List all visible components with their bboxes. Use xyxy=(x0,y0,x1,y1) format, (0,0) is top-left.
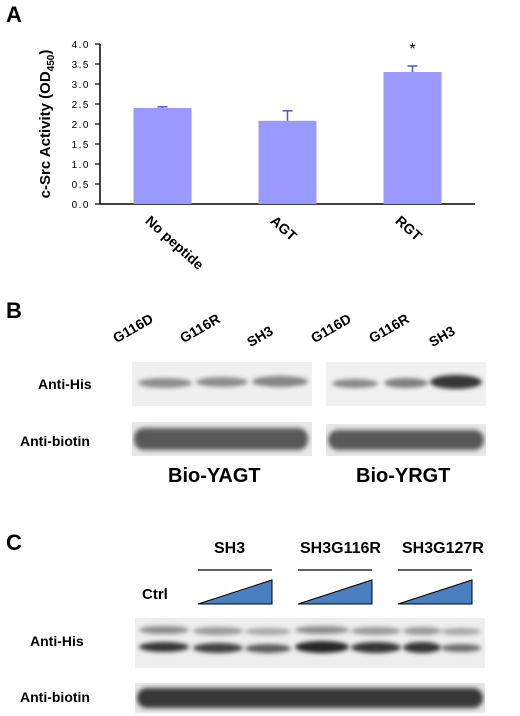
y-tick-label: 2.5 xyxy=(72,100,90,111)
group-label-sh3g127r: SH3G127R xyxy=(402,540,484,557)
blot-anti-biotin-yagt xyxy=(132,422,312,456)
panel-b-label: B xyxy=(6,298,22,323)
dose-wedge-sh3g127r xyxy=(397,579,473,605)
blot-anti-his-yrgt xyxy=(326,362,486,406)
ctrl-label: Ctrl xyxy=(142,586,168,603)
x-tick-label: RGT xyxy=(392,212,425,244)
bar-rgt xyxy=(383,72,442,204)
x-tick-label: No peptide xyxy=(142,212,207,272)
y-tick-label: 1.5 xyxy=(72,140,90,151)
bar-chart: 0.0 0.5 1.0 1.5 2.0 2.5 3.0 3.5 4.0 c-Src Activit… xyxy=(37,40,475,273)
dose-wedge-sh3g116r xyxy=(297,579,373,605)
panel-c-label: C xyxy=(6,530,22,555)
lane-label-b4: G116D xyxy=(308,310,354,346)
row-label-anti-his-b: Anti-His xyxy=(38,376,92,392)
significance-marker: * xyxy=(409,41,415,58)
y-tick-label: 3.5 xyxy=(72,60,90,71)
group-label-sh3g116r: SH3G116R xyxy=(300,540,381,557)
y-axis-label: c-Src Activity (OD450) xyxy=(37,50,57,199)
lane-label-b5: G116R xyxy=(366,310,412,346)
group-label-sh3: SH3 xyxy=(214,540,246,557)
lane-label-b2: G116R xyxy=(177,310,223,346)
y-tick-label: 1.0 xyxy=(72,160,90,171)
lane-label-b1: G116D xyxy=(110,310,156,346)
y-tick-label: 4.0 xyxy=(72,40,90,51)
y-tick-label: 2.0 xyxy=(72,120,90,131)
bar-no-peptide xyxy=(133,108,192,204)
blot-anti-biotin-c xyxy=(135,683,485,713)
bar-agt xyxy=(258,120,317,204)
y-tick-label: 3.0 xyxy=(72,80,90,91)
x-tick-label: AGT xyxy=(267,212,300,244)
dose-wedges xyxy=(197,569,473,605)
y-tick-label: 0.5 xyxy=(72,180,90,191)
row-label-anti-biotin-c: Anti-biotin xyxy=(20,689,90,705)
lane-label-b6: SH3 xyxy=(426,322,458,350)
group-caption-yrgt: Bio-YRGT xyxy=(356,465,451,487)
blot-anti-his-yagt xyxy=(132,362,312,406)
group-caption-yagt: Bio-YAGT xyxy=(168,465,261,487)
y-tick-label: 0.0 xyxy=(72,200,90,211)
blot-anti-his-c xyxy=(135,618,485,668)
panel-a-label: A xyxy=(6,2,22,27)
row-label-anti-his-c: Anti-His xyxy=(30,633,84,649)
lane-label-b3: SH3 xyxy=(244,322,276,350)
dose-wedge-sh3 xyxy=(197,579,273,605)
blot-anti-biotin-yrgt xyxy=(326,424,486,456)
row-label-anti-biotin-b: Anti-biotin xyxy=(20,433,90,449)
